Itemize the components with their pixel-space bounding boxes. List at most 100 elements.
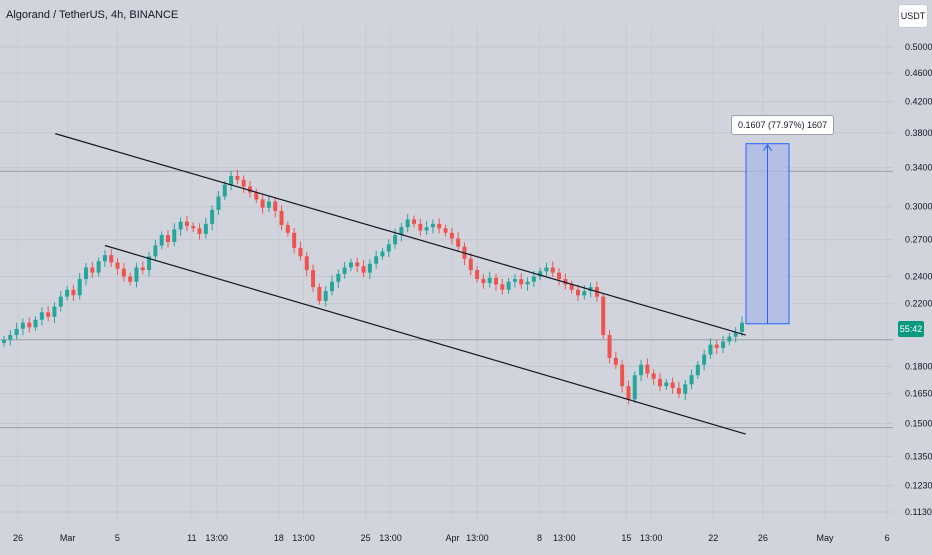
candle-body — [222, 184, 227, 197]
candle-body — [140, 267, 145, 271]
candle-body — [740, 322, 744, 332]
measurement-tool — [745, 143, 790, 325]
candle-body — [639, 364, 644, 376]
x-tick-label: May — [816, 533, 834, 543]
channel-lower-line — [104, 244, 746, 435]
x-tick-label: 13:00 — [640, 533, 663, 543]
candle-body — [8, 335, 13, 340]
x-tick-label: Apr — [446, 533, 460, 543]
candle-body — [487, 277, 492, 284]
x-tick-label: 11 — [187, 533, 196, 543]
candle-body — [607, 335, 612, 358]
candle-body — [311, 270, 316, 288]
candle-body — [582, 291, 587, 296]
candle-body — [683, 384, 688, 394]
candle-body — [323, 291, 328, 301]
x-tick-label: 5 — [115, 533, 120, 543]
candle-body — [632, 375, 637, 400]
candle-body — [71, 289, 76, 296]
candle-body — [260, 199, 265, 208]
candle-body — [405, 219, 410, 228]
x-tick-label: 26 — [758, 533, 768, 543]
candle-body — [721, 341, 726, 348]
candle-body — [109, 255, 114, 263]
candle-body — [102, 255, 107, 262]
candle-body — [367, 263, 372, 273]
candle-body — [153, 245, 158, 257]
candle-body — [2, 339, 6, 343]
symbol-title[interactable]: Algorand / TetherUS, 4h, BINANCE — [6, 9, 179, 21]
candle-body — [481, 279, 486, 284]
candle-body — [544, 267, 549, 272]
candle-body — [708, 344, 713, 355]
y-tick-label: 0.1350 — [905, 451, 932, 461]
x-tick-label: 26 — [13, 533, 23, 543]
currency-button[interactable]: USDT — [898, 4, 928, 28]
x-tick-label: 8 — [537, 533, 542, 543]
candle-body — [184, 221, 189, 227]
candle-body — [292, 232, 297, 248]
candle-body — [336, 273, 341, 282]
candle-body — [342, 267, 347, 274]
y-tick-label: 0.4200 — [905, 97, 932, 107]
candle-body — [563, 279, 568, 285]
x-tick-label: 13:00 — [379, 533, 402, 543]
x-tick-label: 13:00 — [466, 533, 489, 543]
candle-body — [557, 272, 562, 280]
candle-body — [525, 281, 530, 285]
candle-body — [14, 328, 19, 336]
candle-body — [613, 357, 618, 365]
x-tick-label: 13:00 — [553, 533, 576, 543]
candle-body — [689, 375, 694, 385]
candle-body — [449, 232, 454, 239]
y-tick-label: 0.3400 — [905, 163, 932, 173]
y-tick-label: 0.1800 — [905, 361, 932, 371]
candle-body — [702, 354, 707, 365]
x-tick-label: 22 — [708, 533, 718, 543]
candle-body — [506, 281, 511, 290]
candle-body — [115, 262, 120, 269]
candle-body — [500, 284, 505, 290]
horizontal-lines — [0, 170, 893, 429]
candle-body — [733, 331, 738, 337]
x-tick-label: 6 — [885, 533, 890, 543]
exchange-label: BINANCE — [129, 9, 179, 21]
candle-body — [399, 227, 404, 236]
candle-body — [20, 322, 25, 329]
candle-body — [178, 221, 183, 230]
candle-body — [676, 388, 681, 394]
y-tick-label: 0.1230 — [905, 480, 932, 490]
candle-body — [645, 364, 650, 374]
x-tick-label: Mar — [60, 533, 76, 543]
price-axis: 0.5000 0.4600 0.4200 0.3800 0.3400 0.3000 0.27… — [905, 42, 932, 517]
candle-body — [550, 267, 555, 273]
current-price-badge: 55:42 — [898, 321, 924, 337]
candle-body — [424, 227, 429, 231]
candle-body — [443, 228, 448, 233]
candle-body — [576, 289, 580, 296]
candle-body — [418, 223, 423, 231]
candle-body — [475, 270, 480, 280]
candle-body — [569, 284, 574, 290]
candle-body — [266, 201, 271, 208]
candle-body — [235, 175, 240, 180]
candle-body — [128, 276, 133, 282]
candle-body — [147, 256, 152, 271]
candle-body — [39, 312, 44, 320]
candle-body — [197, 228, 202, 234]
candle-body — [670, 382, 675, 389]
channel-upper-line — [55, 133, 746, 336]
candle-body — [361, 266, 366, 273]
candle-body — [84, 267, 88, 280]
candle-body — [380, 251, 385, 257]
symbol-name: Algorand / TetherUS — [6, 9, 105, 21]
candle-body — [393, 235, 398, 245]
y-tick-label: 0.3000 — [905, 202, 932, 212]
candle-body — [65, 289, 70, 297]
candle-body — [374, 256, 379, 264]
candle-body — [27, 322, 32, 328]
candle-body — [430, 223, 435, 228]
candle-body — [538, 271, 543, 277]
